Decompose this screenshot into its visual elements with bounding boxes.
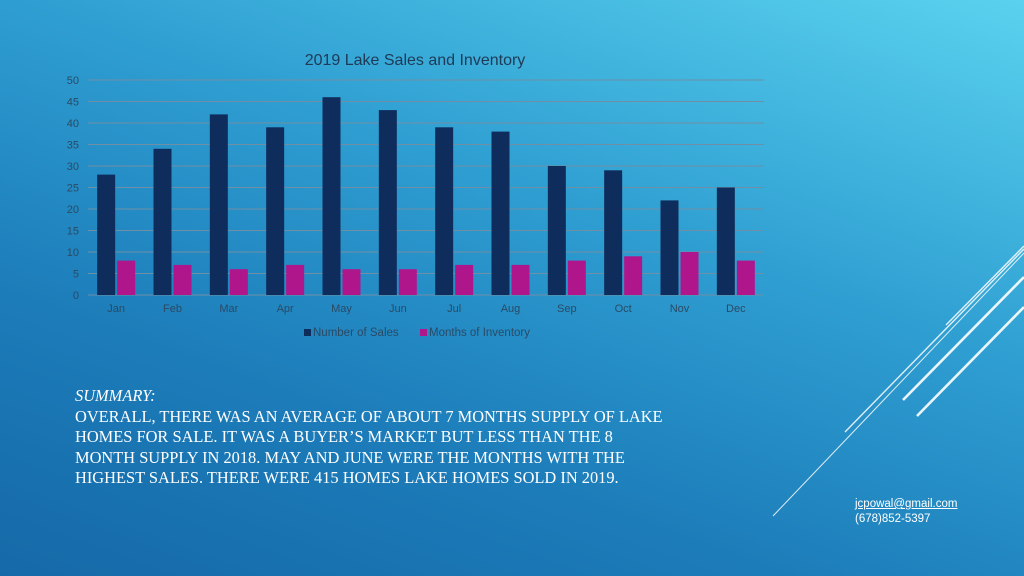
y-tick-label: 20 bbox=[67, 204, 79, 216]
bar-sales-apr bbox=[266, 127, 285, 295]
summary-text: SUMMARY: OVERALL, THERE WAS AN AVERAGE O… bbox=[75, 386, 795, 489]
legend-label-sales: Number of Sales bbox=[313, 327, 399, 339]
bar-sales-oct bbox=[604, 170, 623, 295]
x-tick-label: Jan bbox=[107, 303, 125, 315]
y-tick-label: 0 bbox=[73, 290, 79, 302]
bar-inventory-dec bbox=[736, 260, 755, 295]
bar-inventory-jan bbox=[117, 260, 136, 295]
legend-swatch-inventory bbox=[420, 329, 427, 336]
bar-sales-mar bbox=[209, 114, 228, 296]
summary-line-1: OVERALL, THERE WAS AN AVERAGE OF ABOUT 7… bbox=[75, 406, 663, 426]
bar-sales-dec bbox=[716, 187, 735, 295]
chart-gridlines bbox=[88, 79, 764, 296]
x-tick-label: Jun bbox=[389, 303, 407, 315]
legend-swatch-sales bbox=[304, 329, 311, 336]
bar-sales-jan bbox=[97, 174, 116, 295]
bar-inventory-mar bbox=[229, 269, 248, 295]
deco-line-3 bbox=[902, 276, 1024, 401]
y-tick-label: 50 bbox=[67, 75, 79, 87]
y-tick-label: 40 bbox=[67, 118, 79, 130]
bar-inventory-aug bbox=[511, 264, 530, 295]
bar-sales-feb bbox=[153, 148, 172, 295]
deco-line-1 bbox=[772, 252, 1024, 517]
chart-legend: Number of Sales Months of Inventory bbox=[304, 327, 530, 339]
chart-bars bbox=[97, 97, 755, 296]
summary-line-3: MONTH SUPPLY IN 2018. MAY AND JUNE WERE … bbox=[75, 447, 625, 467]
summary-heading: SUMMARY: bbox=[75, 386, 156, 405]
bar-inventory-may bbox=[342, 269, 361, 295]
x-tick-label: Feb bbox=[163, 303, 182, 315]
y-tick-label: 10 bbox=[67, 247, 79, 259]
summary-line-2: HOMES FOR SALE. IT WAS A BUYER’S MARKET … bbox=[75, 427, 613, 446]
x-tick-label: May bbox=[331, 303, 352, 315]
bar-inventory-apr bbox=[286, 264, 305, 295]
bar-inventory-jun bbox=[398, 269, 417, 295]
x-tick-label: Jul bbox=[447, 303, 461, 315]
bar-inventory-jul bbox=[455, 264, 474, 295]
phone-number: (678)852-5397 bbox=[855, 513, 931, 525]
bar-sales-nov bbox=[660, 200, 679, 295]
summary-line-4: HIGHEST SALES. THERE WERE 415 HOMES LAKE… bbox=[75, 468, 619, 487]
y-tick-label: 25 bbox=[67, 183, 79, 195]
bar-sales-may bbox=[322, 97, 341, 295]
y-tick-label: 35 bbox=[67, 140, 79, 152]
x-tick-label: Apr bbox=[277, 303, 294, 315]
bar-sales-jun bbox=[378, 110, 397, 295]
x-tick-label: Sep bbox=[557, 303, 577, 315]
chart-y-axis: 0 5 10 15 20 25 30 35 40 45 50 bbox=[67, 75, 79, 302]
x-tick-label: Dec bbox=[726, 303, 746, 315]
y-tick-label: 5 bbox=[73, 269, 79, 281]
x-tick-label: Mar bbox=[219, 303, 238, 315]
email-link[interactable]: jcpowal@gmail.com bbox=[855, 498, 958, 510]
contact-info: jcpowal@gmail.com (678)852-5397 bbox=[855, 497, 957, 527]
chart-x-axis: Jan Feb Mar Apr May Jun Jul Aug Sep Oct Nov Dec bbox=[107, 303, 746, 315]
deco-line-4 bbox=[916, 306, 1024, 417]
deco-line-2 bbox=[844, 248, 1024, 433]
y-tick-label: 30 bbox=[67, 161, 79, 173]
bar-sales-jul bbox=[435, 127, 454, 295]
deco-line-5 bbox=[945, 245, 1024, 326]
bar-inventory-oct bbox=[624, 256, 643, 295]
bar-inventory-nov bbox=[680, 252, 699, 295]
y-tick-label: 45 bbox=[67, 97, 79, 109]
bar-inventory-feb bbox=[173, 264, 192, 295]
x-tick-label: Aug bbox=[501, 303, 521, 315]
bar-sales-aug bbox=[491, 131, 510, 295]
y-tick-label: 15 bbox=[67, 226, 79, 238]
bar-sales-sep bbox=[547, 166, 566, 295]
chart-title: 2019 Lake Sales and Inventory bbox=[305, 52, 526, 69]
x-tick-label: Nov bbox=[670, 303, 690, 315]
bar-inventory-sep bbox=[567, 260, 586, 295]
x-tick-label: Oct bbox=[615, 303, 632, 315]
legend-label-inventory: Months of Inventory bbox=[429, 327, 530, 339]
